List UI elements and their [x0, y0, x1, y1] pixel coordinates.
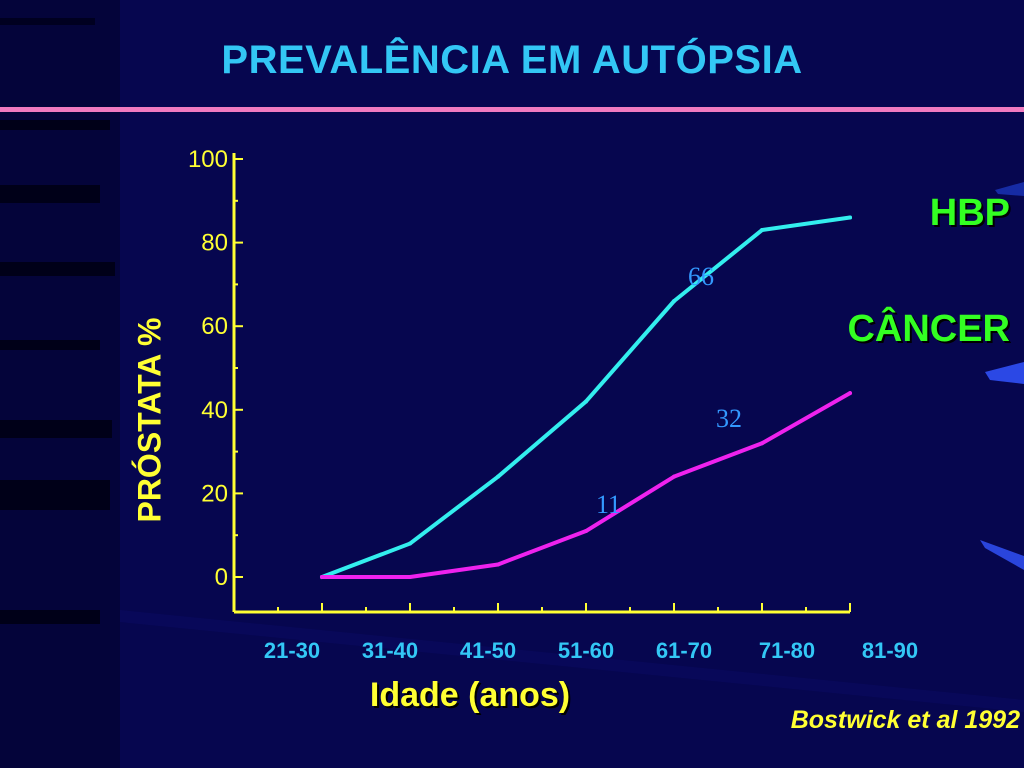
y-axis-title: PRÓSTATA % — [131, 317, 168, 523]
y-tick-label: 100 — [188, 146, 228, 173]
data-point-hbp — [760, 228, 764, 233]
series-line-hbp — [320, 215, 852, 579]
y-tick-label: 20 — [201, 480, 228, 507]
data-label: 66 — [688, 262, 714, 291]
x-tick-label: 71-80 — [759, 638, 815, 663]
data-point-cancer — [760, 441, 764, 446]
x-tick-label: 21-30 — [264, 638, 320, 663]
data-point-cancer — [672, 474, 676, 479]
data-point-hbp — [848, 215, 852, 220]
x-tick-label: 81-90 — [862, 638, 918, 663]
data-point-cancer — [408, 575, 412, 579]
data-point-cancer — [320, 575, 324, 579]
data-label: 32 — [716, 404, 742, 433]
data-point-cancer — [848, 391, 852, 396]
y-tick-label: 60 — [201, 313, 228, 340]
x-axis-title: Idade (anos) — [369, 676, 571, 714]
data-label: 11 — [596, 490, 621, 519]
legend-cancer: CÂNCER — [847, 308, 1010, 350]
data-point-cancer — [496, 562, 500, 567]
y-tick-label: 40 — [201, 397, 228, 424]
y-tick-label: 0 — [215, 564, 228, 591]
data-point-hbp — [672, 299, 676, 304]
data-point-hbp — [584, 399, 588, 404]
x-tick-label: 61-70 — [656, 638, 712, 663]
x-tick-label: 41-50 — [460, 638, 516, 663]
series-line-cancer — [320, 391, 852, 579]
data-point-hbp — [408, 541, 412, 546]
slide-title: PREVALÊNCIA EM AUTÓPSIA — [221, 38, 803, 82]
y-tick-label: 80 — [201, 230, 228, 257]
legend-hbp: HBP — [929, 192, 1010, 234]
x-tick-label: 31-40 — [362, 638, 418, 663]
x-tick-label: 51-60 — [558, 638, 614, 663]
title-divider — [0, 107, 1024, 112]
data-point-cancer — [584, 529, 588, 534]
source-citation: Bostwick et al 1992 — [790, 706, 1020, 734]
data-point-hbp — [496, 474, 500, 479]
